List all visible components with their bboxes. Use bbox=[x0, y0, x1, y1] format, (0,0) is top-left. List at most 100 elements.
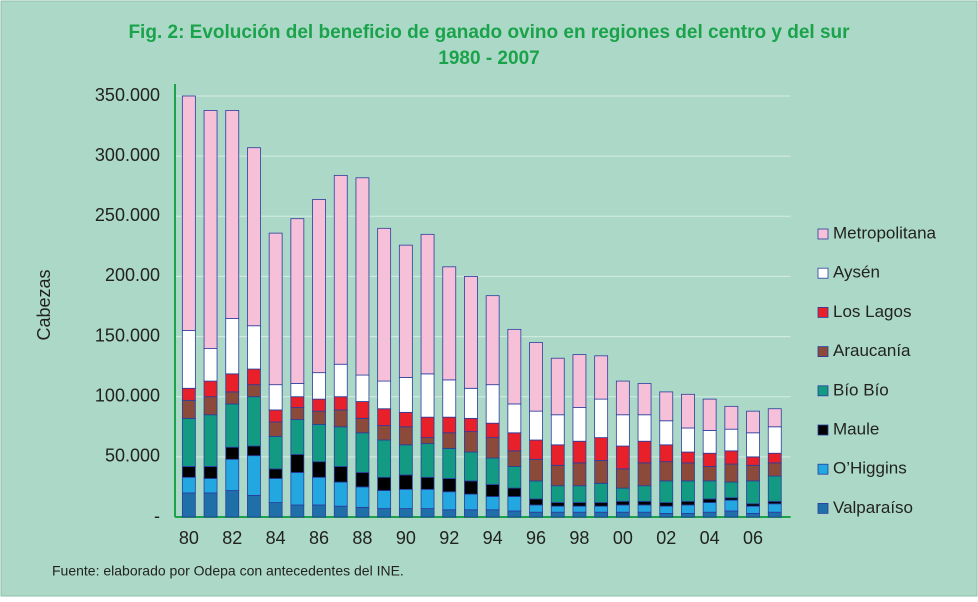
bar-segment bbox=[767, 475, 782, 502]
bar-segment bbox=[572, 485, 587, 503]
x-tick-label: 02 bbox=[656, 528, 676, 548]
bar-segment bbox=[333, 174, 348, 365]
bar-segment bbox=[615, 504, 630, 513]
bar-segment bbox=[333, 363, 348, 398]
bar-segment bbox=[485, 384, 500, 424]
bar-segment bbox=[290, 504, 305, 518]
bar-segment bbox=[290, 419, 305, 455]
bar-segment bbox=[724, 510, 739, 518]
bar-segment bbox=[420, 437, 435, 445]
bar-segment bbox=[767, 511, 782, 518]
bar-segment bbox=[724, 463, 739, 483]
y-tick-label: 50.000 bbox=[105, 446, 160, 466]
bar-segment bbox=[572, 440, 587, 464]
x-tick-label: 94 bbox=[483, 528, 503, 548]
bar-segment bbox=[485, 496, 500, 511]
bar-segment bbox=[290, 407, 305, 420]
y-tick-label: 150.000 bbox=[95, 325, 160, 345]
bar-segment bbox=[333, 466, 348, 483]
bar-segment bbox=[550, 464, 565, 487]
chart-subtitle: 1980 - 2007 bbox=[438, 48, 539, 69]
bar-segment bbox=[615, 380, 630, 416]
bar-segment bbox=[268, 409, 283, 423]
bar-segment bbox=[485, 509, 500, 518]
bar-segment bbox=[615, 487, 630, 502]
legend-label: Los Lagos bbox=[833, 302, 911, 321]
bar-segment bbox=[203, 348, 218, 382]
legend-swatch bbox=[817, 267, 829, 279]
bar-segment bbox=[681, 427, 695, 453]
bar-segment bbox=[464, 431, 478, 453]
bar-segment bbox=[659, 391, 674, 422]
bar-segment bbox=[377, 425, 392, 441]
bar-segment bbox=[312, 372, 326, 400]
legend-label: Aysén bbox=[833, 263, 880, 282]
bar-segment bbox=[290, 396, 305, 408]
bar-segment bbox=[659, 480, 674, 503]
bar-segment bbox=[268, 232, 283, 386]
bar-segment bbox=[377, 476, 392, 491]
bar-segment bbox=[442, 509, 457, 518]
bar-segment bbox=[355, 432, 370, 473]
bar-segment bbox=[377, 439, 392, 478]
bar-segment bbox=[724, 405, 739, 430]
y-tick-label: 250.000 bbox=[95, 205, 160, 225]
bar-segment bbox=[377, 408, 392, 426]
bar-segment bbox=[398, 377, 413, 413]
bar-segment bbox=[702, 480, 717, 500]
bar-segment bbox=[181, 399, 196, 419]
bar-segment bbox=[181, 330, 196, 389]
legend-label: O’Higgins bbox=[833, 459, 907, 478]
bar-segment bbox=[225, 458, 240, 491]
bar-segment bbox=[290, 472, 305, 506]
x-tick-label: 98 bbox=[569, 528, 589, 548]
bar-segment bbox=[572, 407, 587, 442]
bar-segment bbox=[529, 439, 543, 460]
bar-segment bbox=[420, 416, 435, 439]
bar-segment bbox=[659, 502, 674, 507]
bar-segment bbox=[507, 466, 522, 489]
bar-segment bbox=[268, 436, 283, 470]
bar-segment bbox=[550, 511, 565, 518]
bar-segment bbox=[333, 481, 348, 507]
bar-segment bbox=[507, 496, 522, 512]
bar-segment bbox=[746, 480, 760, 505]
bar-segment bbox=[485, 457, 500, 485]
bar-segment bbox=[485, 437, 500, 459]
bar-segment bbox=[464, 509, 478, 518]
source-note: Fuente: elaborado por Odepa con antecede… bbox=[52, 563, 404, 579]
bar-segment bbox=[420, 476, 435, 490]
legend-swatch bbox=[817, 346, 829, 358]
bar-segment bbox=[550, 502, 565, 507]
bar-segment bbox=[550, 444, 565, 466]
bar-segment bbox=[464, 451, 478, 482]
bar-segment bbox=[767, 462, 782, 477]
legend-label: Bío Bío bbox=[833, 380, 889, 399]
x-tick-label: 04 bbox=[700, 528, 720, 548]
y-tick-label: 300.000 bbox=[95, 145, 160, 165]
bar-segment bbox=[398, 444, 413, 476]
bar-segment bbox=[529, 498, 543, 506]
bar-segment bbox=[225, 373, 240, 393]
bar-segment bbox=[355, 506, 370, 518]
bar-segment bbox=[550, 414, 565, 446]
legend-label: Metropolitana bbox=[833, 223, 937, 242]
bar-segment bbox=[615, 445, 630, 470]
y-tick-label: 350.000 bbox=[95, 85, 160, 105]
bar-segment bbox=[333, 396, 348, 411]
bar-segment bbox=[767, 503, 782, 513]
y-axis-label: Cabezas bbox=[34, 269, 54, 340]
bar-segment bbox=[659, 512, 674, 518]
bar-segment bbox=[507, 487, 522, 497]
bar-segment bbox=[507, 403, 522, 434]
bar-segment bbox=[702, 466, 717, 482]
x-tick-label: 06 bbox=[743, 528, 763, 548]
x-tick-label: 00 bbox=[613, 528, 633, 548]
bar-segment bbox=[203, 478, 218, 494]
bar-segment bbox=[637, 383, 652, 416]
y-tick-label: 200.00 bbox=[105, 265, 160, 285]
bar-segment bbox=[594, 355, 609, 400]
bar-segment bbox=[724, 428, 739, 452]
bar-segment bbox=[615, 511, 630, 518]
bar-segment bbox=[485, 484, 500, 497]
